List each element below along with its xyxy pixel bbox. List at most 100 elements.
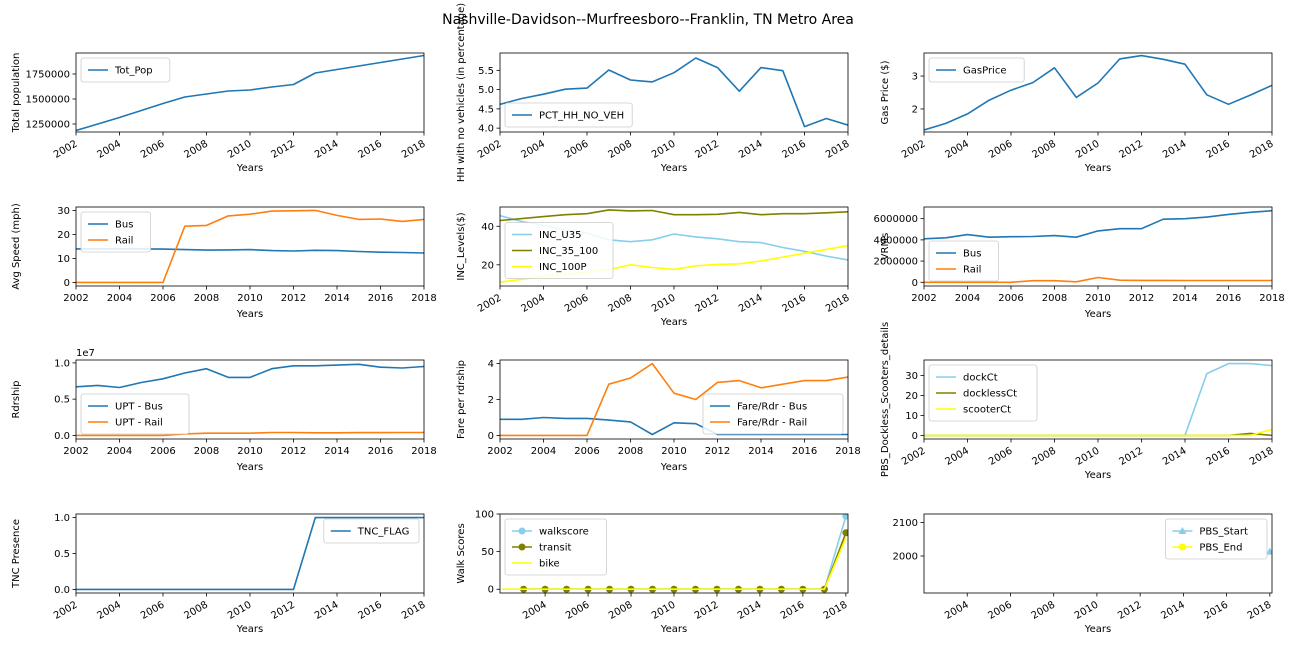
x-tick-label: 2002 xyxy=(476,293,504,315)
x-tick-label: 2016 xyxy=(356,600,384,622)
x-tick-label: 2008 xyxy=(606,139,634,161)
x-tick-label: 2012 xyxy=(269,139,297,161)
x-tick-label: 2002 xyxy=(52,139,80,161)
x-tick-label: 2004 xyxy=(521,600,549,622)
y-tick-label: 0 xyxy=(488,431,494,442)
x-tick-label: 2004 xyxy=(95,139,123,161)
y-axis-label: Walk Scores xyxy=(456,523,467,583)
y-tick-label: 30 xyxy=(57,206,70,217)
x-tick-label: 2018 xyxy=(400,139,428,161)
subplot-12: 2000 2100 2004 2006 2008 2010 2012 2014 2016 2018… xyxy=(893,513,1273,635)
series-line-3 xyxy=(502,537,847,591)
x-tick-label: 2012 xyxy=(693,139,721,161)
y-tick-label: 2000 xyxy=(893,552,918,563)
legend-label: Fare/Rdr - Rail xyxy=(737,418,807,429)
series-group xyxy=(500,362,848,437)
x-axis-label: Years xyxy=(1084,624,1111,635)
x-tick-label: 2012 xyxy=(705,446,730,457)
x-tick-label: 2006 xyxy=(987,446,1015,468)
legend: dockCt docklessCt scooterCt xyxy=(928,364,1038,422)
x-tick-label: 2018 xyxy=(835,446,860,457)
legend-box xyxy=(323,518,420,544)
x-tick-label: 2002 xyxy=(63,293,88,304)
x-axis-label: Years xyxy=(660,462,687,473)
x-tick-label: 2012 xyxy=(281,446,306,457)
subplot-10: 0.0 0.5 1.0 2002 2004 2006 2008 2010 2012 2014 201… xyxy=(11,513,428,635)
legend: PBS_Start PBS_End xyxy=(1165,518,1268,560)
y-tick-label: 0.0 xyxy=(54,431,70,442)
legend-label: walkscore xyxy=(539,527,589,538)
subplot-6: 0 2000000 4000000 6000000 2002 2004 2006 2008 20… xyxy=(873,206,1285,320)
legend-box xyxy=(1165,518,1268,560)
series-line-1 xyxy=(76,363,424,389)
legend-label: UPT - Bus xyxy=(115,402,163,413)
x-tick-label: 2006 xyxy=(563,293,591,315)
x-tick-label: 2006 xyxy=(574,446,599,457)
x-tick-label: 2016 xyxy=(780,139,808,161)
x-tick-label: 2004 xyxy=(95,600,123,622)
x-tick-label: 2002 xyxy=(63,446,88,457)
x-tick-label: 2018 xyxy=(1259,293,1284,304)
y-tick-label: 2 xyxy=(488,395,494,406)
x-tick-label: 2004 xyxy=(943,139,971,161)
x-tick-label: 2006 xyxy=(150,293,175,304)
subplot-2: 4.0 4.5 5.0 5.5 2002 2004 2006 2008 2010 2012 2014… xyxy=(456,3,852,182)
x-tick-label: 2014 xyxy=(1161,446,1189,468)
x-tick-label: 2004 xyxy=(943,600,971,622)
legend-box xyxy=(80,393,190,435)
y-tick-label: 4 xyxy=(488,359,494,370)
y-tick-label: 1500000 xyxy=(25,95,70,106)
x-tick-label: 2014 xyxy=(1172,293,1197,304)
x-tick-label: 2018 xyxy=(1248,446,1276,468)
x-axis-label: Years xyxy=(236,163,263,174)
legend-box xyxy=(702,393,844,435)
x-tick-label: 2016 xyxy=(356,139,384,161)
y-tick-label: 1750000 xyxy=(25,70,70,81)
y-axis-label: TNC Presence xyxy=(11,519,22,589)
x-tick-label: 2006 xyxy=(563,139,591,161)
x-tick-label: 2008 xyxy=(182,600,210,622)
x-axis-label: Years xyxy=(1084,309,1111,320)
series-line-1 xyxy=(924,209,1272,240)
legend-label: transit xyxy=(539,543,571,554)
y-axis-label: Rdrship xyxy=(11,380,22,418)
legend-box xyxy=(504,518,607,576)
x-tick-label: 2012 xyxy=(1129,293,1154,304)
legend-marker xyxy=(1178,527,1187,534)
y-axis-label: Avg Speed (mph) xyxy=(11,203,22,290)
x-tick-label: 2018 xyxy=(411,293,436,304)
series-line-2 xyxy=(500,209,848,222)
figure-title: Nashville-Davidson--Murfreesboro--Frankl… xyxy=(442,12,854,28)
x-tick-label: 2010 xyxy=(650,293,678,315)
x-tick-label: 2006 xyxy=(150,446,175,457)
y-tick-label: 0 xyxy=(488,585,494,596)
x-axis-label: Years xyxy=(1084,163,1111,174)
legend: Fare/Rdr - Bus Fare/Rdr - Rail xyxy=(702,393,844,435)
x-axis-label: Years xyxy=(236,462,263,473)
subplot-9: 0 10 20 30 2002 2004 2006 2008 2010 2012 2014 2016 2… xyxy=(880,322,1276,481)
legend-label: UPT - Rail xyxy=(115,418,163,429)
x-tick-label: 2002 xyxy=(900,139,928,161)
x-tick-label: 2008 xyxy=(1030,139,1058,161)
legend-label: INC_35_100 xyxy=(539,246,598,257)
series-line-1 xyxy=(500,57,848,128)
legend-label: scooterCt xyxy=(963,405,1011,416)
y-offset-label: 1e7 xyxy=(76,348,95,359)
legend: Tot_Pop xyxy=(80,57,171,83)
x-tick-label: 2010 xyxy=(237,446,262,457)
x-tick-label: 2006 xyxy=(987,139,1015,161)
legend-label: docklessCt xyxy=(963,389,1017,400)
x-tick-label: 2010 xyxy=(650,139,678,161)
y-tick-label: 1.0 xyxy=(54,358,70,369)
y-tick-label: 2000000 xyxy=(873,257,918,268)
x-tick-label: 2008 xyxy=(607,600,635,622)
legend: walkscore transit bike xyxy=(504,518,607,576)
x-tick-label: 2002 xyxy=(52,600,80,622)
x-tick-label: 2002 xyxy=(900,446,928,468)
y-tick-label: 2100 xyxy=(893,518,918,529)
legend-box xyxy=(504,222,614,279)
x-tick-label: 2008 xyxy=(194,446,219,457)
legend-label: Bus xyxy=(963,249,981,260)
x-tick-label: 2006 xyxy=(564,600,592,622)
legend-box xyxy=(928,364,1038,422)
